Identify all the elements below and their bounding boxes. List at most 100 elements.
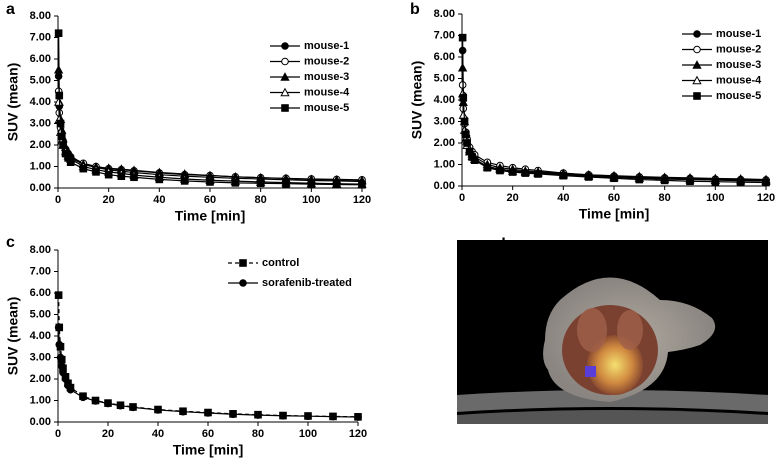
marker — [254, 411, 262, 419]
marker — [55, 91, 64, 100]
legend-label: mouse-2 — [716, 43, 761, 55]
y-tick-label: 6.00 — [30, 287, 51, 299]
marker — [56, 119, 65, 128]
legend-marker — [692, 60, 702, 69]
legend-label: mouse-1 — [304, 40, 349, 52]
series-line — [58, 327, 359, 418]
legend-marker — [280, 72, 290, 81]
marker — [58, 132, 66, 141]
marker — [459, 94, 468, 102]
y-tick-label: 8.00 — [30, 10, 51, 22]
marker — [117, 172, 126, 180]
x-tick-label: 20 — [102, 428, 114, 440]
y-axis-label: SUV (mean) — [5, 63, 21, 142]
y-tick-label: 5.00 — [30, 74, 51, 86]
chart: b 0.00 1.00 2.00 3.00 4.00 5.00 6.00 7.00 8.00 0 20… — [409, 1, 775, 221]
y-tick-label: 0.00 — [434, 180, 455, 192]
y-tick-label: 5.00 — [30, 308, 51, 320]
marker — [116, 401, 125, 410]
chart: c 0.00 1.00 2.00 3.00 4.00 5.00 6.00 7.00 8.00 0 20… — [5, 234, 367, 457]
marker — [762, 178, 770, 187]
x-tick-label: 40 — [557, 192, 569, 204]
marker — [458, 110, 468, 119]
marker — [711, 177, 720, 186]
marker — [92, 168, 100, 176]
x-tick-label: 20 — [103, 194, 115, 206]
legend-label: mouse-1 — [716, 28, 761, 40]
marker — [79, 164, 88, 173]
marker — [54, 323, 63, 332]
panel-label: c — [6, 234, 15, 251]
marker — [559, 171, 568, 180]
marker — [534, 170, 542, 178]
marker — [53, 97, 64, 106]
legend-marker — [239, 279, 247, 287]
y-tick-label: 4.00 — [30, 96, 51, 108]
marker — [307, 180, 316, 188]
y-tick-label: 3.00 — [30, 117, 51, 129]
marker — [79, 393, 87, 402]
marker — [508, 168, 517, 176]
marker — [736, 178, 745, 186]
marker — [54, 29, 63, 37]
y-tick-label: 7.00 — [30, 31, 51, 43]
marker — [179, 407, 187, 416]
x-tick-label: 120 — [353, 194, 371, 206]
x-tick-label: 100 — [706, 192, 724, 204]
marker — [66, 385, 75, 394]
marker — [229, 410, 237, 419]
y-tick-label: 2.00 — [434, 137, 455, 149]
legend-label: mouse-5 — [304, 102, 349, 114]
legend-label: sorafenib-treated — [262, 277, 352, 289]
x-tick-label: 60 — [204, 194, 216, 206]
marker — [204, 409, 212, 417]
marker — [279, 411, 287, 420]
legend-marker — [692, 75, 702, 85]
x-tick-label: 0 — [459, 192, 465, 204]
marker — [154, 406, 162, 414]
legend-label: mouse-3 — [716, 59, 761, 71]
y-tick-label: 4.00 — [434, 94, 455, 106]
x-tick-label: 80 — [252, 428, 264, 440]
x-tick-label: 120 — [757, 192, 775, 204]
x-axis-label: Time [min] — [579, 206, 650, 222]
y-axis-label: SUV (mean) — [409, 61, 425, 140]
y-tick-label: 1.00 — [30, 160, 51, 172]
x-tick-label: 40 — [153, 194, 165, 206]
marker — [332, 180, 341, 189]
y-tick-label: 1.00 — [30, 394, 51, 406]
marker — [584, 173, 593, 181]
marker — [354, 413, 362, 421]
marker — [130, 173, 138, 182]
legend-label: mouse-4 — [716, 74, 762, 86]
marker — [686, 177, 694, 186]
x-tick-label: 0 — [55, 194, 61, 206]
x-tick-label: 0 — [55, 428, 61, 440]
series-line — [58, 295, 359, 418]
marker — [104, 399, 112, 408]
series-line — [462, 93, 767, 182]
marker — [57, 362, 66, 370]
marker — [483, 163, 492, 172]
legend-marker — [281, 57, 289, 66]
marker — [54, 291, 63, 299]
y-tick-label: 7.00 — [434, 29, 455, 41]
legend-label: mouse-4 — [304, 86, 350, 98]
legend-marker — [280, 87, 290, 97]
marker — [91, 397, 100, 405]
y-tick-label: 2.00 — [30, 373, 51, 385]
marker — [460, 117, 469, 126]
y-tick-label: 0.00 — [30, 416, 51, 428]
series-line — [58, 33, 363, 186]
marker — [470, 156, 479, 164]
legend-label: mouse-3 — [304, 71, 349, 83]
marker — [521, 169, 530, 177]
x-tick-label: 40 — [152, 428, 164, 440]
marker — [129, 403, 137, 412]
marker — [206, 178, 214, 186]
series-line — [462, 37, 767, 184]
marker — [462, 130, 470, 139]
marker — [104, 170, 113, 179]
marker — [610, 174, 618, 183]
